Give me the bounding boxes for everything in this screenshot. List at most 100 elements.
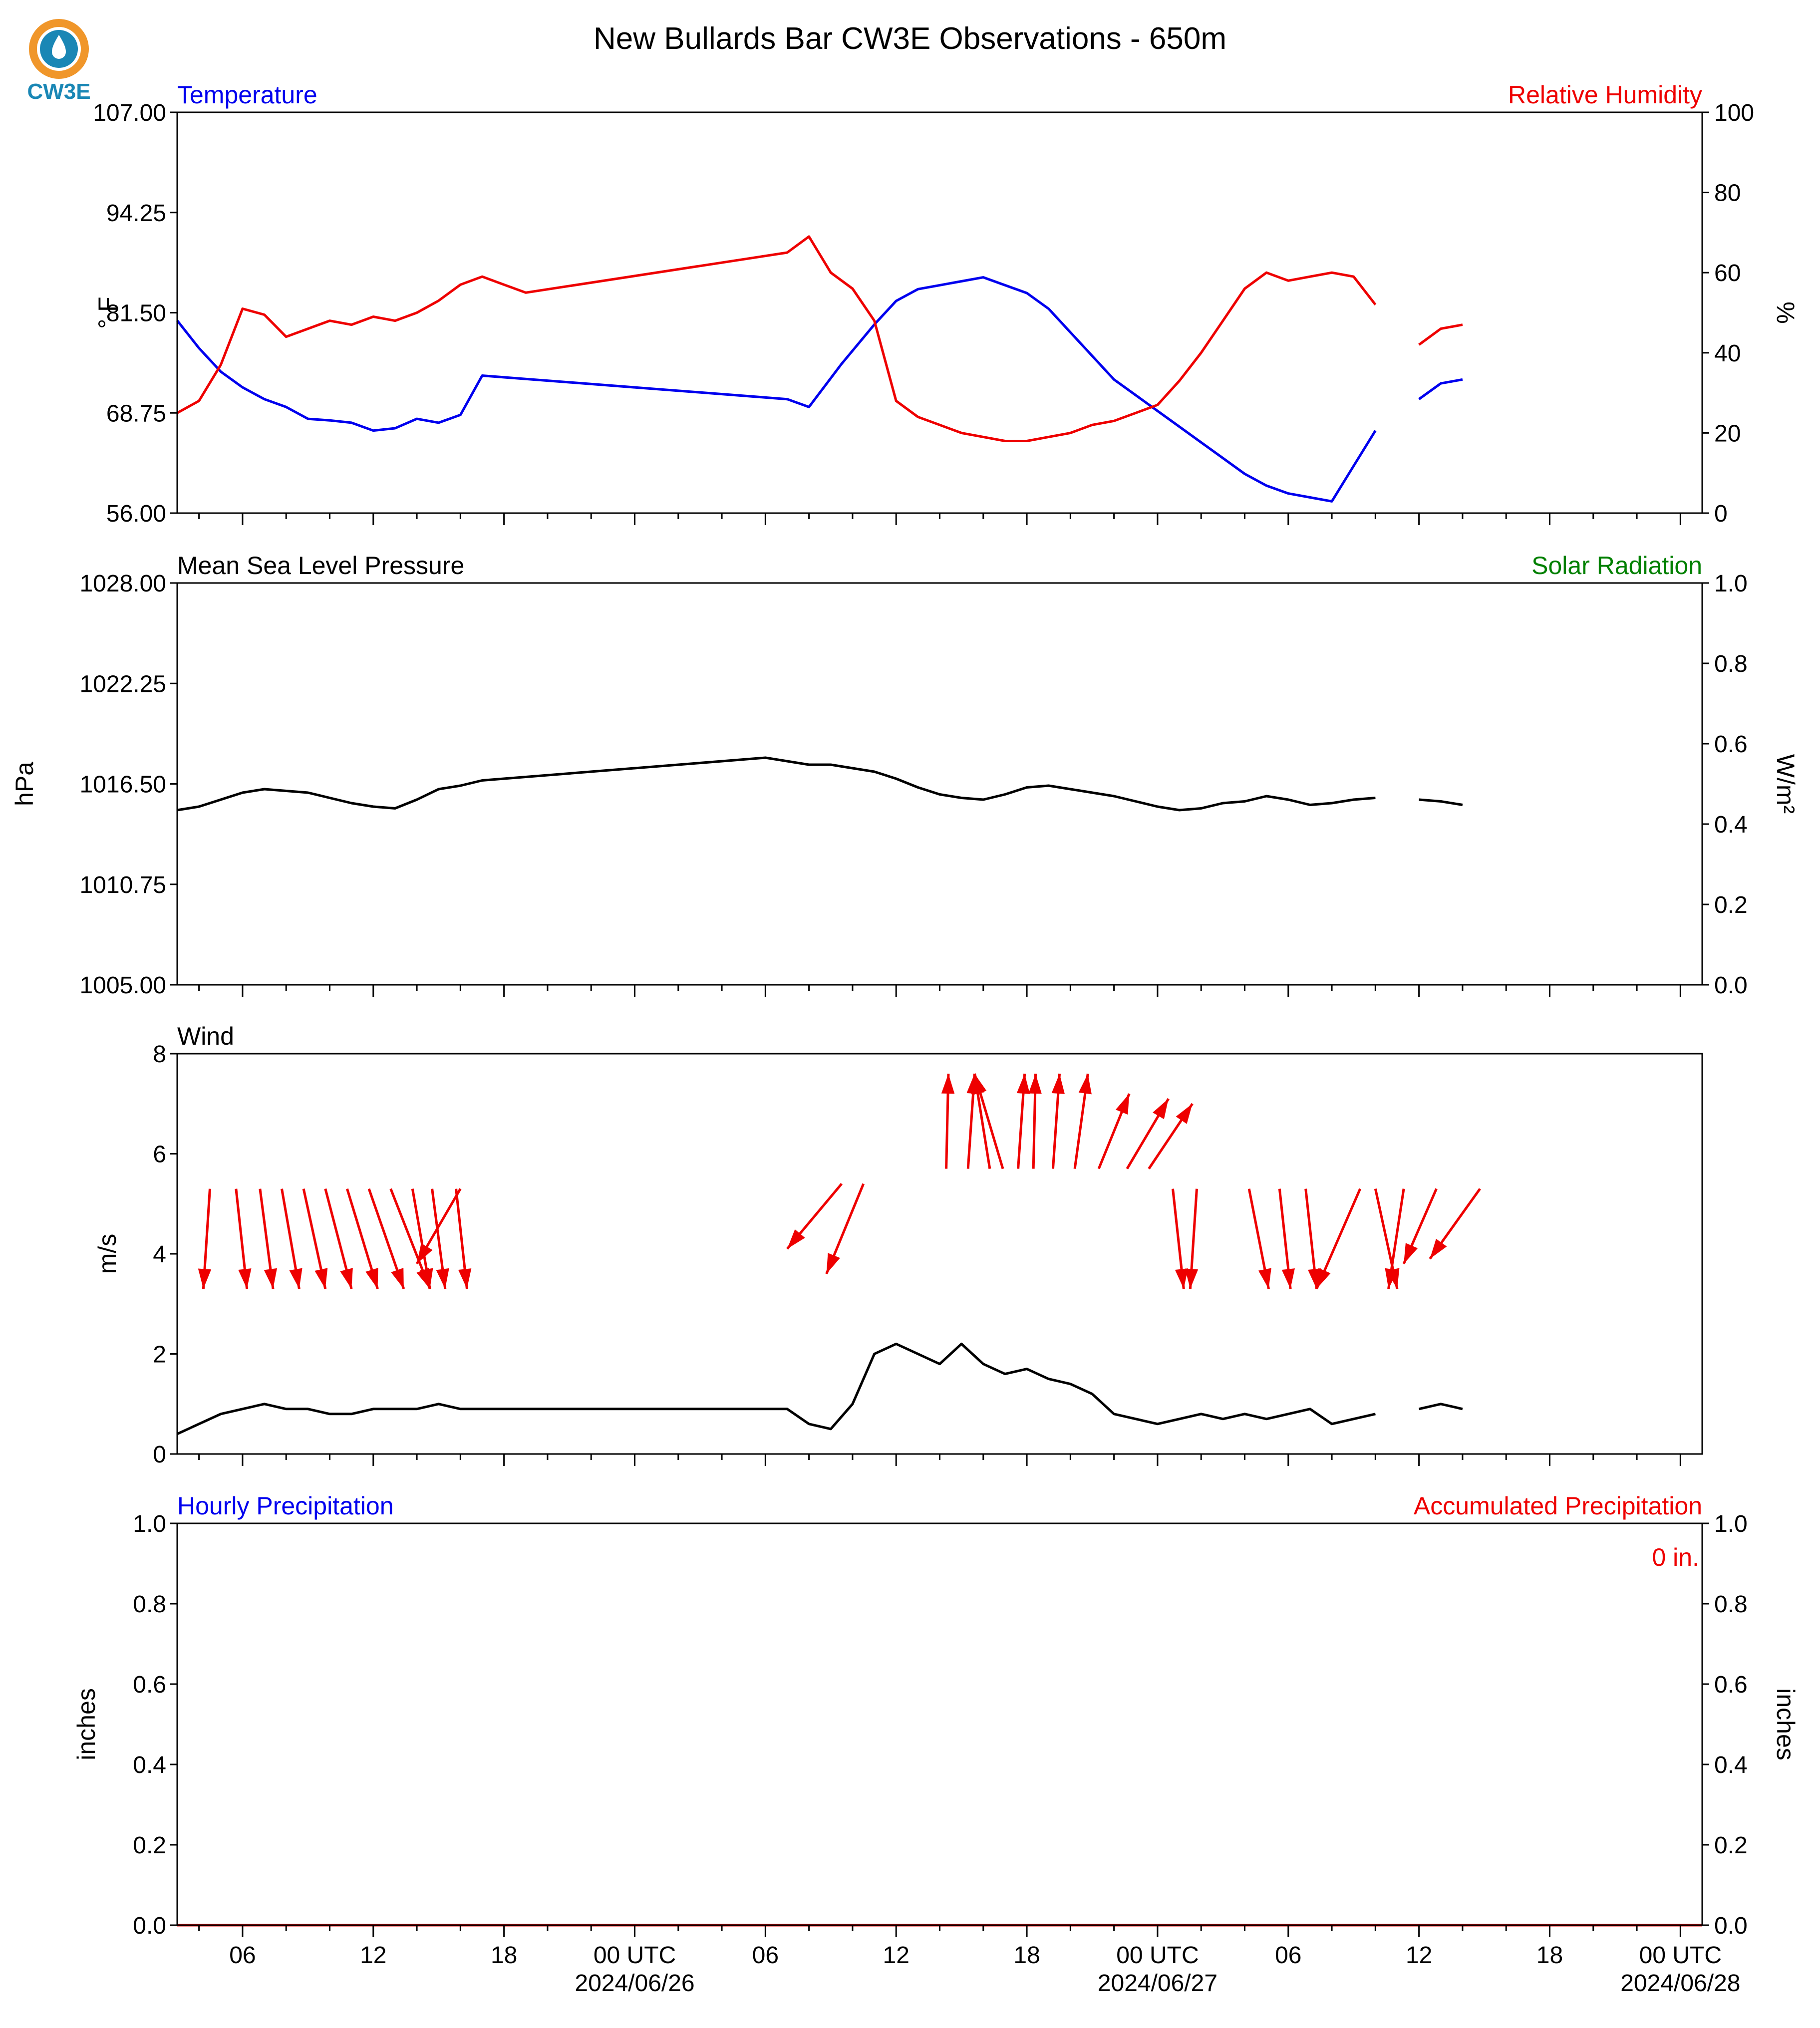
wind-arrow <box>1148 1103 1194 1169</box>
y-tick-label-left: 1028.00 <box>79 571 166 597</box>
y-tick-label-right: 40 <box>1714 340 1741 367</box>
wind-arrow <box>1315 1188 1362 1290</box>
wind-arrow <box>1016 1073 1030 1169</box>
wind-arrow-head <box>1258 1268 1271 1289</box>
wind-arrow-head <box>314 1268 328 1289</box>
y-tick-label-right: 0.8 <box>1714 1591 1748 1618</box>
wind-arrow-head <box>365 1268 378 1289</box>
wind-arrow <box>302 1188 328 1289</box>
pressure-solar-panel: 1005.00 1010.75 1016.50 1022.25 1028.00 0.0 0.… <box>10 552 1800 999</box>
wind-arrow <box>941 1074 955 1169</box>
series-line <box>1419 1403 1463 1411</box>
wind-arrow <box>786 1183 843 1250</box>
wind-arrow-head <box>1153 1099 1169 1120</box>
y-tick-label-left: 0.6 <box>133 1672 166 1698</box>
wind-arrow <box>235 1188 252 1289</box>
wind-arrow <box>367 1188 405 1289</box>
x-tick-label: 06 <box>1275 1942 1301 1969</box>
y-axis-label-right: % <box>1772 301 1800 323</box>
y-tick-label-left: 94.25 <box>106 200 166 227</box>
wind-arrow <box>1402 1188 1438 1265</box>
y-axis-label-left: hPa <box>10 762 38 806</box>
y-tick-label-right: 1.0 <box>1714 1511 1748 1537</box>
wind-arrow-head <box>1078 1074 1092 1095</box>
wind-arrow <box>198 1188 212 1289</box>
y-tick-label-right: 1.0 <box>1714 571 1748 597</box>
x-tick-label: 12 <box>1406 1942 1432 1969</box>
y-axis-label-right: inches <box>1772 1688 1800 1760</box>
x-tick-label: 18 <box>1013 1942 1040 1969</box>
wind-arrow <box>1304 1188 1321 1289</box>
wind-arrow-head <box>417 1243 433 1264</box>
logo-text: CW3E <box>27 79 90 104</box>
wind-arrow-head <box>1176 1104 1193 1124</box>
x-date-label: 2024/06/27 <box>1098 1970 1217 1997</box>
wind-arrow-head <box>974 1074 987 1095</box>
wind-arrow-head <box>420 1268 433 1289</box>
wind-arrow-head <box>1051 1074 1065 1094</box>
wind-arrow-head <box>1430 1238 1447 1259</box>
y-tick-label-right: 20 <box>1714 420 1741 447</box>
wind-arrow <box>1247 1188 1271 1289</box>
wind-arrow-head <box>1308 1268 1321 1289</box>
wind-arrow-head <box>340 1268 353 1289</box>
y-tick-label-left: 68.75 <box>106 400 166 427</box>
wind-arrow-head <box>289 1268 303 1289</box>
wind-arrow-head <box>198 1268 212 1289</box>
panel-title-right: Solar Radiation <box>1531 552 1702 579</box>
wind-arrow <box>415 1188 462 1265</box>
y-axis-label-left: ° F <box>93 296 121 328</box>
wind-arrow-head <box>1175 1268 1189 1289</box>
wind-arrow <box>1171 1188 1189 1289</box>
wind-arrow <box>825 1183 865 1275</box>
series-line <box>1419 798 1463 806</box>
y-tick-label-left: 6 <box>153 1142 166 1168</box>
y-axis-label-right: W/m² <box>1772 754 1800 814</box>
wind-arrow <box>259 1188 277 1289</box>
y-tick-label-right: 0.4 <box>1714 1752 1748 1778</box>
x-tick-label: 00 UTC <box>1639 1942 1722 1969</box>
wind-arrow <box>431 1188 449 1289</box>
wind-arrow-head <box>1385 1268 1398 1289</box>
series-line <box>176 276 1377 503</box>
wind-arrow-head <box>1016 1074 1030 1094</box>
series-line <box>1418 323 1463 346</box>
y-tick-label-right: 0.2 <box>1714 1832 1748 1859</box>
wind-arrow-head <box>826 1253 840 1274</box>
wind-arrow-head <box>1281 1268 1295 1289</box>
wind-arrow-head <box>458 1268 472 1289</box>
y-tick-label-left: 0 <box>153 1442 166 1468</box>
wind-arrow <box>1051 1073 1065 1169</box>
y-tick-label-right: 0.6 <box>1714 1672 1748 1698</box>
cw3e-logo: CW3E <box>27 19 91 104</box>
y-tick-label-left: 56.00 <box>106 501 166 527</box>
series-line <box>176 1342 1376 1436</box>
wind-panel: 0 2 4 6 8 Wind m/s <box>93 1022 1703 1468</box>
wind-arrow-head <box>1404 1243 1418 1264</box>
wind-arrow <box>1073 1073 1092 1169</box>
y-tick-label-right: 0.4 <box>1714 812 1748 838</box>
y-tick-label-left: 1.0 <box>133 1511 166 1537</box>
x-tick-label: 06 <box>229 1942 256 1969</box>
wind-arrow-head <box>1028 1074 1042 1094</box>
y-tick-label-right: 80 <box>1714 180 1741 207</box>
y-tick-label-right: 100 <box>1714 100 1754 126</box>
wind-arrow-head <box>1185 1268 1199 1289</box>
x-tick-label: 00 UTC <box>1116 1942 1199 1969</box>
y-axis-label-left: m/s <box>93 1234 121 1274</box>
y-tick-label-left: 1016.50 <box>79 772 166 798</box>
y-tick-label-right: 0.0 <box>1714 1913 1748 1939</box>
wind-arrow <box>281 1188 303 1289</box>
y-tick-label-left: 2 <box>153 1342 166 1368</box>
y-tick-label-left: 1022.25 <box>79 671 166 697</box>
series-line <box>176 235 1377 442</box>
plot-frame <box>176 582 1703 986</box>
plot-frame <box>176 111 1703 514</box>
y-tick-label-right: 0.0 <box>1714 972 1748 999</box>
panel-title-left: Hourly Precipitation <box>177 1492 394 1520</box>
y-tick-label-right: 60 <box>1714 260 1741 287</box>
y-tick-label-left: 0.2 <box>133 1832 166 1859</box>
panel-title-left: Wind <box>177 1022 234 1050</box>
water-drop-icon <box>52 35 66 59</box>
